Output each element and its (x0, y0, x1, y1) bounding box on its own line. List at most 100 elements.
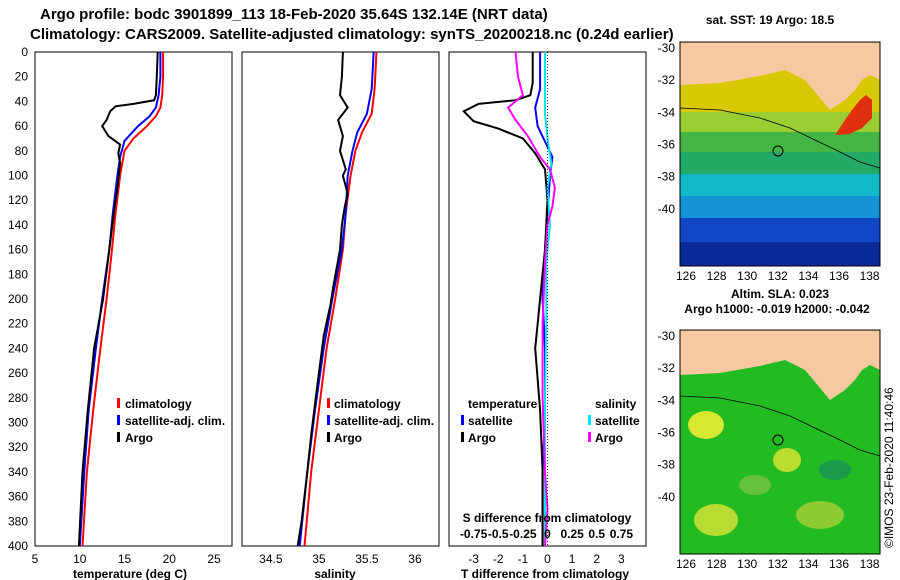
depth-tick-label: 200 (8, 292, 28, 306)
temperature-xtick-label: 5 (32, 552, 39, 566)
legend-argo-swatch (117, 432, 120, 442)
sst-shelf-contour (680, 107, 880, 169)
legend-climatology-swatch (327, 398, 330, 408)
legend-satellite-swatch (327, 415, 330, 425)
salinity-difference-tick-label: -0.25 (509, 527, 537, 541)
sla-map-title1: Altim. SLA: 0.023 (731, 287, 829, 301)
depth-tick-label: 220 (8, 317, 28, 331)
legend-satellite-label: satellite-adj. clim. (125, 414, 225, 428)
salinity-series-group (296, 51, 378, 547)
legend-s-satellite-swatch (588, 415, 591, 425)
salinity-legend: climatology satellite-adj. clim. Argo (327, 397, 434, 445)
salinity-difference-tick-label: -0.75 (460, 527, 488, 541)
depth-tick-label: 180 (8, 267, 28, 281)
map-longitude-label: 132 (768, 557, 788, 571)
depth-tick-label: 100 (8, 169, 28, 183)
map-latitude-label: -40 (658, 490, 676, 504)
sst-band-lightblue (680, 196, 880, 218)
temperature-xtick-labels: 5 10 15 20 25 (32, 552, 221, 566)
series-line-satellite-adj-clim- (78, 52, 162, 547)
sst-band-cyan (680, 174, 880, 196)
map-longitude-label: 130 (737, 557, 757, 571)
series-line-argo (77, 51, 159, 547)
difference-xtick-label: 0 (544, 552, 551, 566)
depth-tick-label: 160 (8, 243, 28, 257)
difference-xtick-label: 3 (618, 552, 625, 566)
depth-tick-label: 340 (8, 465, 28, 479)
sla-map-longitude-labels: 126 128 130 132 134 136 138 (676, 557, 880, 571)
difference-series-group (462, 51, 556, 547)
difference-top-label: S difference from climatology (463, 511, 632, 525)
sla-low-anomaly (819, 460, 851, 480)
map-longitude-label: 134 (798, 269, 818, 283)
map-latitude-label: -32 (658, 361, 676, 375)
map-latitude-label: -30 (658, 329, 676, 343)
temperature-xtick-label: 20 (163, 552, 177, 566)
difference-xtick-labels: -3 -2 -1 0 1 2 3 (468, 552, 625, 566)
chart-title-line1: Argo profile: bodc 3901899_113 18-Feb-20… (40, 6, 548, 23)
difference-xtick-label: -3 (468, 552, 479, 566)
sla-high-anomaly (694, 504, 738, 536)
temperature-xtick-label: 15 (118, 552, 132, 566)
temperature-series-group (77, 51, 165, 547)
salinity-xtick-label: 36 (408, 552, 422, 566)
legend-climatology-swatch (117, 398, 120, 408)
depth-tick-label: 320 (8, 440, 28, 454)
series-line-argo (296, 51, 349, 547)
difference-legend: temperature satellite Argo salinity sate… (461, 397, 640, 445)
temperature-panel-frame (34, 51, 233, 547)
sla-map (680, 330, 880, 554)
map-latitude-label: -36 (658, 138, 676, 152)
sst-map-title: sat. SST: 19 Argo: 18.5 (706, 13, 835, 27)
sla-map-title2: Argo h1000: -0.019 h2000: -0.042 (684, 302, 870, 316)
legend-temperature-header: temperature (468, 397, 538, 411)
depth-tick-label: 0 (21, 45, 28, 59)
difference-xtick-label: -1 (518, 552, 529, 566)
series-line-s-satellite (544, 52, 553, 546)
salinity-panel-frame (241, 51, 440, 547)
depth-tick-label: 60 (15, 119, 29, 133)
map-latitude-label: -32 (658, 73, 676, 87)
depth-tick-label: 20 (15, 70, 29, 84)
temperature-xlabel: temperature (deg C) (73, 567, 187, 580)
map-longitude-label: 130 (737, 269, 757, 283)
sst-band-blue (680, 218, 880, 242)
map-longitude-label: 128 (707, 269, 727, 283)
depth-tick-label: 120 (8, 193, 28, 207)
legend-s-satellite-label: satellite (595, 414, 640, 428)
map-longitude-label: 126 (676, 269, 696, 283)
depth-tick-label: 280 (8, 391, 28, 405)
sst-gulf-warm (835, 95, 872, 135)
map-longitude-label: 136 (829, 557, 849, 571)
map-longitude-label: 136 (829, 269, 849, 283)
map-latitude-label: -30 (658, 41, 676, 55)
sla-high-anomaly (796, 501, 844, 529)
sst-band-green (680, 132, 880, 152)
sla-high-anomaly (773, 448, 801, 472)
legend-salinity-header: salinity (595, 397, 637, 411)
temperature-xtick-label: 25 (207, 552, 221, 566)
difference-xtick-label: -2 (493, 552, 504, 566)
salinity-xlabel: salinity (314, 567, 356, 580)
sst-map-longitude-labels: 126 128 130 132 134 136 138 (676, 269, 880, 283)
depth-tick-label: 300 (8, 416, 28, 430)
sst-argo-location-marker (772, 145, 784, 157)
sla-shelf-contour (680, 395, 880, 457)
salinity-xtick-label: 34.5 (259, 552, 283, 566)
difference-xtick-label: 1 (569, 552, 576, 566)
imos-credit: ©IMOS 23-Feb-2020 11:40:46 (882, 387, 896, 548)
legend-climatology-label: climatology (125, 397, 192, 411)
difference-xlabel: T difference from climatology (461, 567, 629, 580)
legend-t-satellite-swatch (461, 415, 464, 425)
map-longitude-label: 138 (860, 557, 880, 571)
legend-s-argo-swatch (588, 432, 591, 442)
salinity-difference-tick-label: 0 (544, 527, 551, 541)
sst-band-darkblue (680, 242, 880, 266)
sla-map-latitude-labels: -30 -32 -34 -36 -38 -40 (658, 329, 676, 504)
legend-argo-label: Argo (334, 431, 362, 445)
difference-xtick-label: 2 (593, 552, 600, 566)
legend-satellite-swatch (117, 415, 120, 425)
legend-climatology-label: climatology (334, 397, 401, 411)
depth-tick-label: 80 (15, 144, 29, 158)
map-latitude-label: -38 (658, 458, 676, 472)
